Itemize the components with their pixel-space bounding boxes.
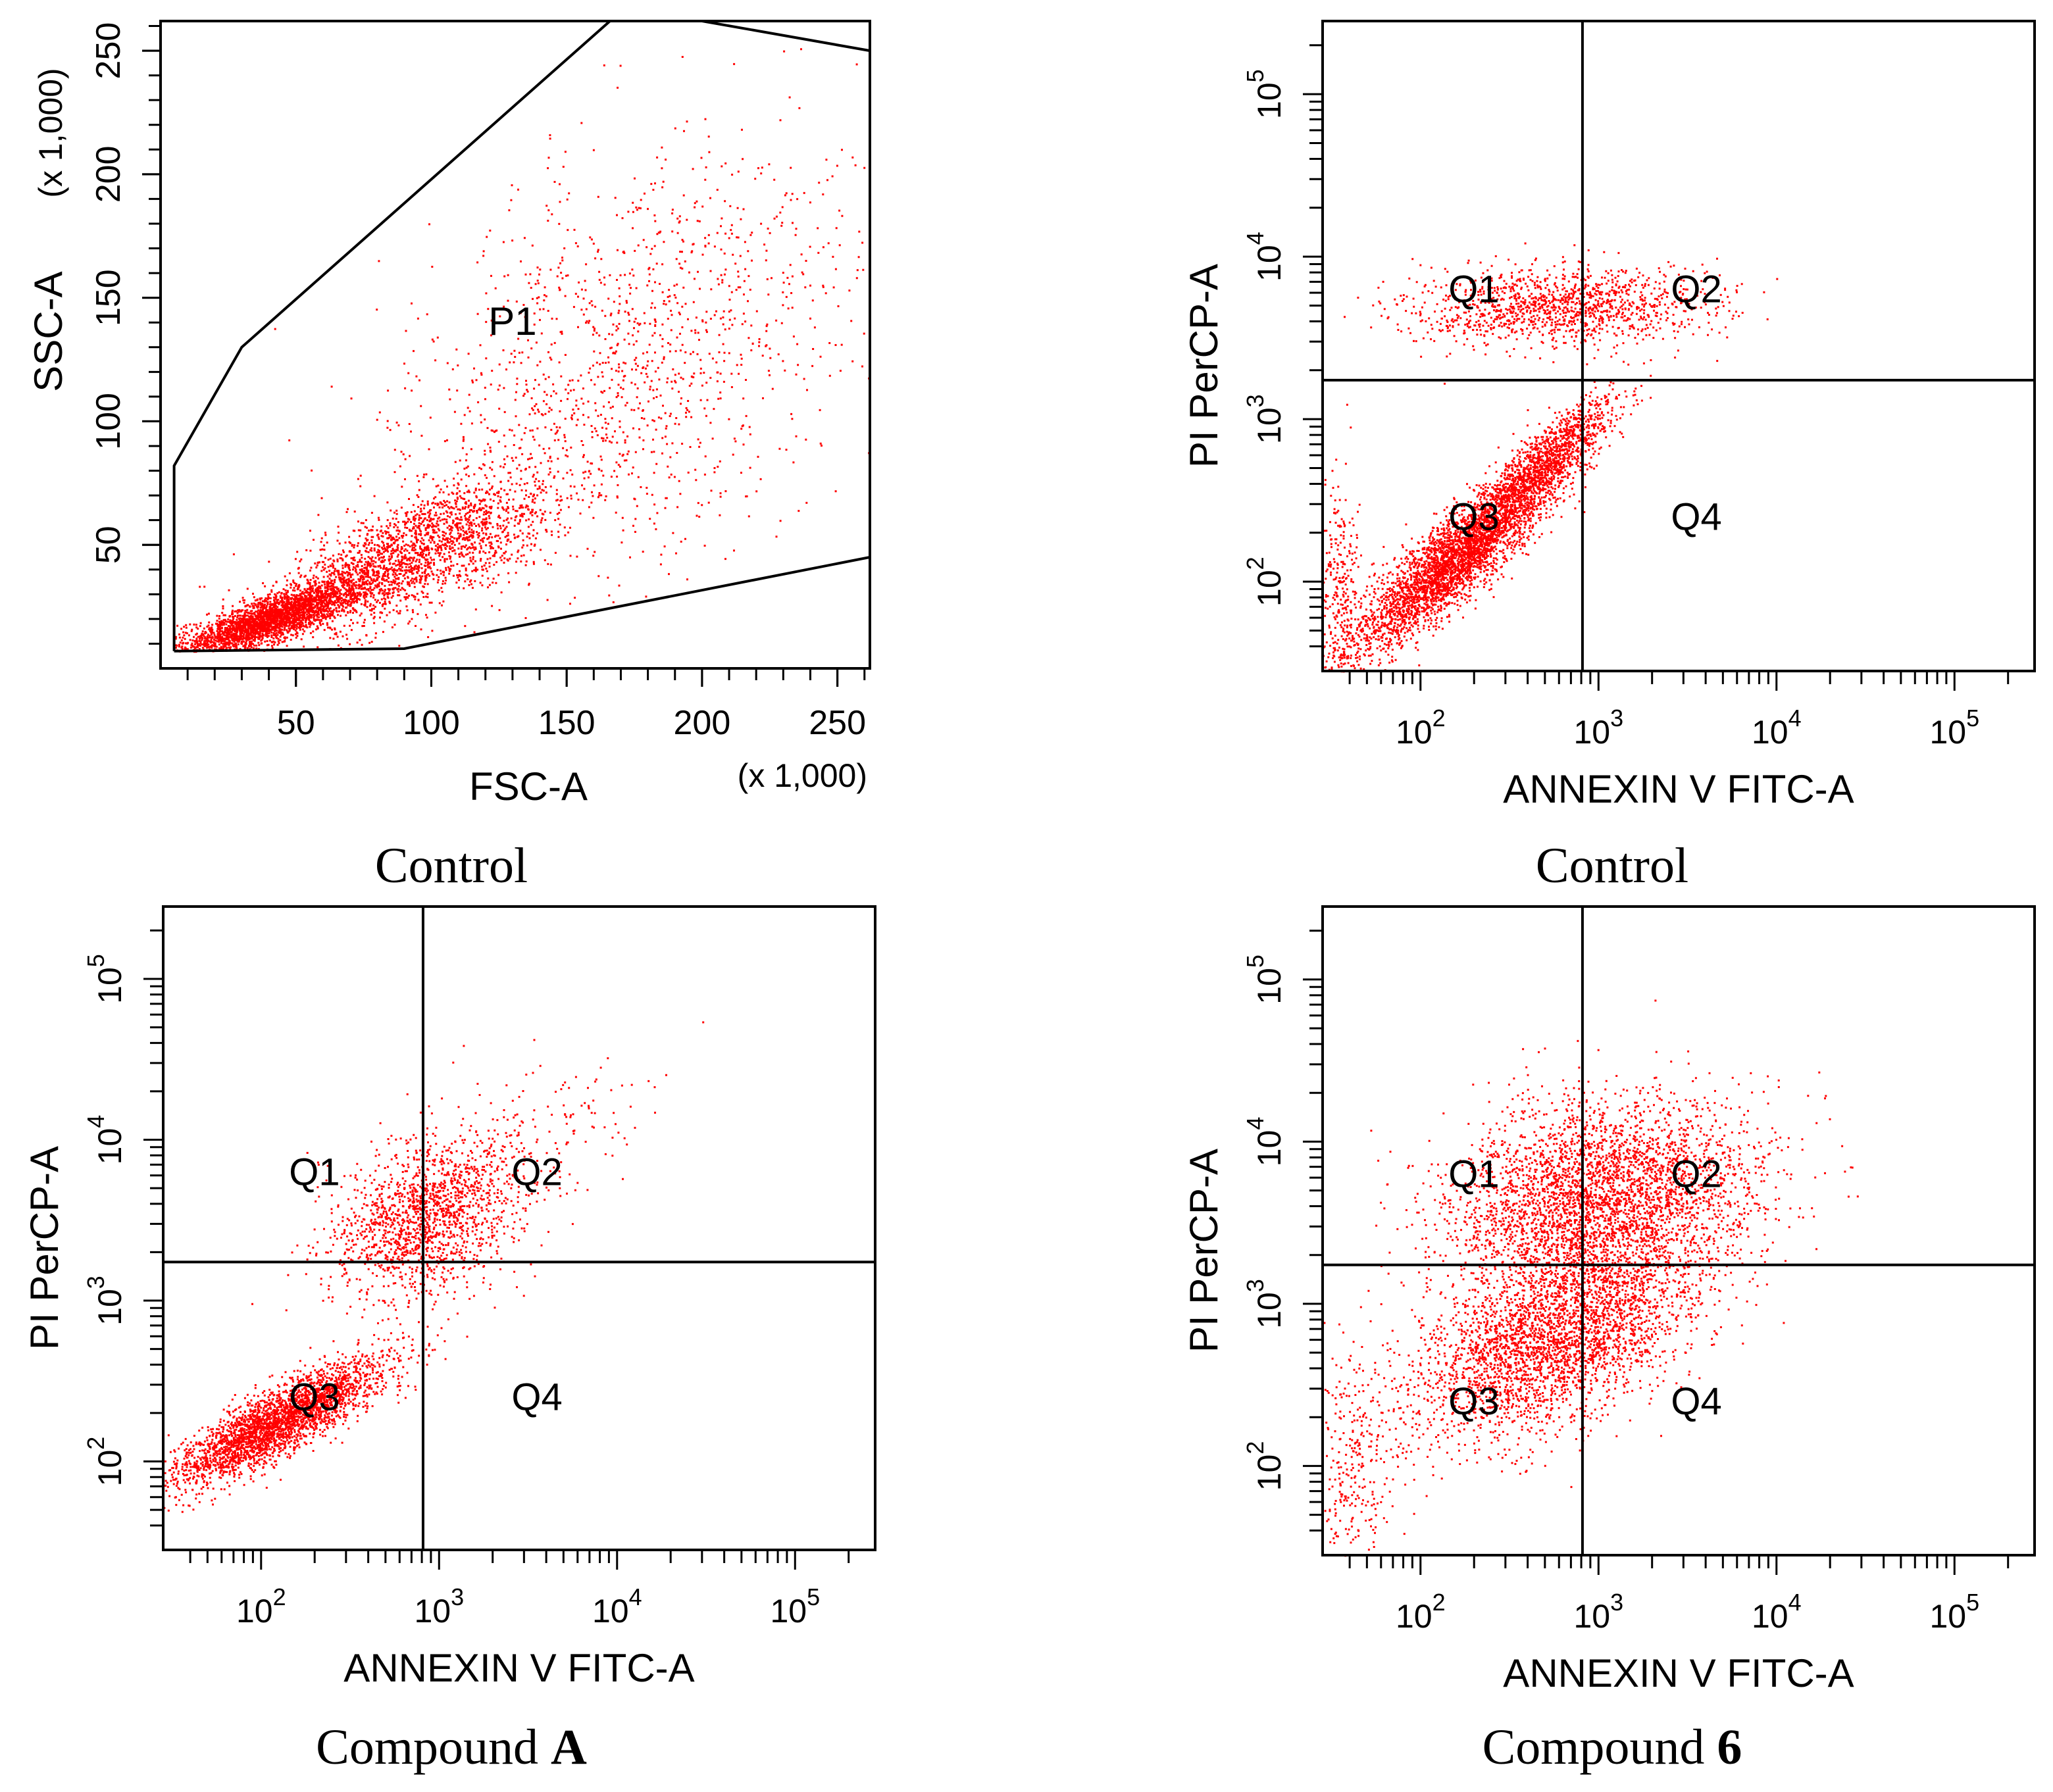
y-tick-label: 150	[89, 269, 128, 326]
x-tick-label: 200	[674, 704, 731, 742]
gate-p1	[172, 20, 871, 653]
y-tick-label: 100	[89, 393, 128, 450]
plot-frame	[1321, 905, 2036, 1556]
scatter-point-cloud	[1323, 999, 1859, 1557]
quadrant-label-q2: Q2	[511, 1151, 562, 1193]
caption-text: Compound	[316, 1720, 551, 1775]
panel-3: Q1 Q2 Q3 Q4 102 103 104 105 102 103 104 105 ANNEXIN …	[22, 905, 876, 1690]
quadrant-label-q1: Q1	[289, 1151, 340, 1193]
axis-ticks	[1303, 930, 2010, 1575]
y-multiplier-label: (x 1,000)	[32, 68, 69, 197]
x-tick-label: 104	[1752, 1589, 1802, 1635]
scatter-points	[1323, 242, 1779, 673]
y-axis-label: SSC-A	[26, 271, 70, 391]
scatter-points	[163, 1021, 705, 1513]
x-tick-label: 105	[1929, 1589, 1979, 1635]
x-multiplier-label: (x 1,000)	[738, 757, 867, 794]
quadrant-label-q3: Q3	[289, 1376, 340, 1419]
quadrant-label-q4: Q4	[1671, 495, 1721, 538]
panel-1: P1 50 100 150 200 250 50 100 150 200 250 FSC-A (x 1,…	[26, 20, 871, 809]
y-tick-label: 103	[82, 1276, 128, 1326]
x-axis-label: FSC-A	[469, 764, 588, 809]
y-tick-label: 105	[82, 954, 128, 1004]
plot-frame	[162, 905, 876, 1551]
axis-ticks	[143, 929, 850, 1570]
x-tick-label: 104	[1752, 705, 1802, 751]
gate-label: P1	[488, 299, 536, 343]
caption-text: Control	[374, 838, 528, 893]
scatter-point-cloud	[1323, 242, 1779, 673]
y-tick-label: 105	[1242, 955, 1288, 1005]
panel-2: Q1 Q2 Q3 Q4 102 103 104 105 102 103 104 105 ANNEXIN …	[1182, 20, 2036, 811]
y-axis-label: PI PerCP-A	[1182, 264, 1226, 468]
panel-4: Q1 Q2 Q3 Q4 102 103 104 105 102 103 104 105 ANNEXIN …	[1182, 905, 2036, 1695]
axis-ticks	[142, 25, 866, 687]
y-tick-label: 104	[1242, 1117, 1288, 1167]
scatter-point-cloud	[163, 1021, 705, 1513]
y-tick-label: 105	[1242, 69, 1288, 119]
quadrant-label-q4: Q4	[1671, 1380, 1721, 1423]
y-tick-label: 102	[82, 1437, 128, 1487]
plot-frame	[159, 20, 871, 670]
y-tick-label: 103	[1242, 394, 1288, 444]
caption-panel-2: Control	[1316, 841, 1908, 891]
quadrant-label-q3: Q3	[1448, 1380, 1499, 1423]
x-tick-label: 250	[809, 704, 866, 742]
caption-panel-1: Control	[155, 841, 748, 891]
axis-ticks	[1303, 44, 2010, 691]
y-axis-label: PI PerCP-A	[22, 1146, 66, 1350]
quadrant-label-q3: Q3	[1448, 495, 1499, 538]
caption-bold: 6	[1717, 1720, 1742, 1775]
y-tick-label: 104	[82, 1115, 128, 1165]
quadrant-label-q1: Q1	[1448, 1153, 1499, 1196]
plot-frame	[1321, 20, 2036, 672]
caption-text: Compound	[1482, 1720, 1717, 1775]
x-tick-label: 103	[1573, 705, 1623, 751]
x-tick-label: 50	[277, 704, 315, 742]
y-tick-label: 250	[89, 22, 128, 80]
y-tick-label: 103	[1242, 1279, 1288, 1329]
y-tick-label: 102	[1242, 557, 1288, 607]
y-tick-label: 50	[89, 526, 128, 564]
scatter-points	[174, 48, 871, 653]
y-tick-label: 102	[1242, 1441, 1288, 1491]
x-axis-label: ANNEXIN V FITC-A	[343, 1646, 694, 1690]
caption-panel-4: Compound 6	[1316, 1722, 1908, 1772]
scatter-point-cloud	[174, 48, 871, 653]
x-tick-label: 100	[403, 704, 460, 742]
x-tick-label: 102	[1396, 705, 1446, 751]
x-tick-label: 103	[1573, 1589, 1623, 1635]
y-tick-label: 200	[89, 145, 128, 203]
x-tick-label: 102	[1396, 1589, 1446, 1635]
caption-panel-3: Compound A	[155, 1722, 748, 1772]
caption-bold: A	[550, 1720, 587, 1775]
x-tick-label: 102	[236, 1583, 286, 1630]
y-tick-label: 104	[1242, 232, 1288, 282]
quadrant-label-q4: Q4	[511, 1376, 562, 1419]
x-tick-label: 105	[770, 1583, 820, 1630]
x-axis-label: ANNEXIN V FITC-A	[1503, 1651, 1854, 1695]
quadrant-label-q2: Q2	[1671, 1153, 1721, 1196]
x-axis-label: ANNEXIN V FITC-A	[1503, 767, 1854, 811]
x-tick-label: 105	[1929, 705, 1979, 751]
y-axis-label: PI PerCP-A	[1182, 1149, 1226, 1353]
quadrant-label-q1: Q1	[1448, 268, 1499, 311]
scatter-points	[1323, 999, 1859, 1557]
quadrant-label-q2: Q2	[1671, 268, 1721, 311]
x-tick-label: 104	[592, 1583, 642, 1630]
caption-text: Control	[1535, 838, 1689, 893]
x-tick-label: 150	[538, 704, 596, 742]
x-tick-label: 103	[414, 1583, 464, 1630]
